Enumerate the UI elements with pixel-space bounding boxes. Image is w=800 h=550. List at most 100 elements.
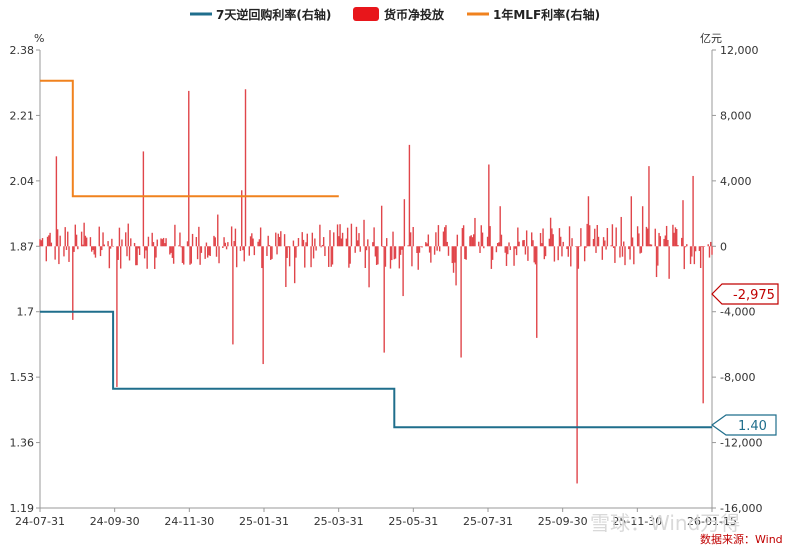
net-injection-bar xyxy=(358,233,360,247)
net-injection-bar xyxy=(699,246,702,268)
net-injection-bar xyxy=(693,246,696,265)
net-injection-bar xyxy=(592,238,595,247)
right-tick-label: -12,000 xyxy=(720,437,762,450)
net-injection-bar xyxy=(195,237,198,247)
net-injection-bar xyxy=(271,246,273,259)
net-injection-bar xyxy=(648,166,650,247)
net-injection-bar xyxy=(135,246,137,266)
net-injection-bar xyxy=(338,236,340,247)
callout-reverse-repo: 1.40 xyxy=(710,414,777,436)
net-injection-bar xyxy=(663,238,665,247)
net-injection-bar xyxy=(177,245,180,247)
net-injection-bar xyxy=(162,237,165,247)
net-injection-bar xyxy=(259,227,262,247)
net-injection-bar xyxy=(90,246,93,252)
net-injection-bar xyxy=(367,239,369,247)
right-axis-ticks: 12,000 8,000 4,000 0 -4,000 -8,000 -12,000 -16,… xyxy=(712,44,762,515)
net-injection-bar xyxy=(270,246,272,260)
net-injection-bar xyxy=(571,238,573,247)
net-injection-bar xyxy=(59,235,61,247)
net-injection-bar xyxy=(558,228,561,247)
net-injection-bar xyxy=(567,246,569,257)
net-injection-bar xyxy=(542,228,544,247)
left-tick-label: 2.38 xyxy=(10,44,35,57)
net-injection-bar xyxy=(664,235,667,247)
net-injection-bar xyxy=(548,238,551,247)
net-injection-bar xyxy=(391,246,393,261)
callout-net-injection-value: -2,975 xyxy=(733,288,775,303)
callout-net-injection: -2,975 xyxy=(711,283,779,305)
net-injection-bar xyxy=(111,238,113,247)
net-injection-bar xyxy=(411,246,413,267)
right-tick-label: -16,000 xyxy=(720,502,762,515)
net-injection-bar xyxy=(623,241,625,247)
net-injection-bar xyxy=(435,232,437,247)
legend-item-net-injection[interactable]: 货币净投放 xyxy=(353,7,445,22)
net-injection-bar xyxy=(562,241,564,247)
net-injection-bar xyxy=(242,246,244,251)
net-injection-bar xyxy=(491,246,494,260)
net-injection-bar xyxy=(504,246,506,253)
net-injection-bar xyxy=(611,224,614,247)
net-injection-bar xyxy=(222,246,224,248)
net-injection-bar xyxy=(672,224,674,247)
net-injection-bar xyxy=(534,246,537,265)
net-injection-bar xyxy=(65,246,68,250)
net-injection-bar xyxy=(112,246,114,247)
net-injection-bar xyxy=(655,246,658,278)
net-injection-bar xyxy=(425,242,427,247)
net-injection-bar xyxy=(188,90,190,247)
net-injection-bar xyxy=(147,236,150,247)
legend-label-mlf: 1年MLF利率(右轴) xyxy=(493,7,600,22)
net-injection-bar xyxy=(349,246,351,264)
x-tick-label: 25-01-31 xyxy=(239,515,289,528)
net-injection-bar xyxy=(399,246,402,255)
net-injection-bar xyxy=(462,225,465,247)
net-injection-bar xyxy=(452,246,455,273)
net-injection-bar xyxy=(181,246,184,263)
net-injection-bar xyxy=(576,246,578,484)
net-injection-bar xyxy=(577,246,580,269)
net-injection-bar xyxy=(384,246,387,267)
net-injection-bar xyxy=(248,246,250,256)
net-injection-bar xyxy=(436,246,438,251)
legend-label-net-injection: 货币净投放 xyxy=(384,7,445,22)
net-injection-bar xyxy=(580,228,582,247)
legend-item-reverse-repo[interactable]: 7天逆回购利率(右轴) xyxy=(190,7,331,22)
net-injection-bar xyxy=(531,232,533,247)
net-injection-bar xyxy=(596,225,598,247)
net-injection-bar xyxy=(227,242,229,247)
net-injection-bar xyxy=(683,246,685,270)
net-injection-bar xyxy=(628,246,630,250)
x-tick-label: 25-07-31 xyxy=(463,515,513,528)
net-injection-bar xyxy=(40,240,42,247)
net-injection-bar xyxy=(586,223,588,247)
net-injection-bar xyxy=(324,246,326,257)
net-injection-bar xyxy=(500,234,503,247)
net-injection-bar xyxy=(315,246,317,251)
net-injection-bar xyxy=(456,234,459,247)
net-injection-bar xyxy=(186,241,189,247)
net-injection-bar xyxy=(125,232,127,247)
callout-box xyxy=(711,283,779,305)
net-injection-bar xyxy=(77,246,79,250)
net-injection-bar xyxy=(615,227,617,247)
net-injection-bar xyxy=(257,241,259,247)
net-injection-bars xyxy=(39,89,713,484)
net-injection-bar xyxy=(350,223,353,247)
net-injection-bar xyxy=(620,216,622,247)
net-injection-bar xyxy=(417,246,419,270)
net-injection-bar xyxy=(444,227,446,247)
net-injection-bar xyxy=(490,246,493,269)
net-injection-bar xyxy=(306,233,308,247)
net-injection-bar xyxy=(136,246,138,266)
legend-item-mlf[interactable]: 1年MLF利率(右轴) xyxy=(467,7,600,22)
legend-label-reverse-repo: 7天逆回购利率(右轴) xyxy=(216,7,331,22)
net-injection-bar xyxy=(108,246,111,269)
net-injection-bar xyxy=(339,224,341,247)
net-injection-bar xyxy=(710,241,712,247)
net-injection-bar xyxy=(297,238,300,247)
net-injection-bar xyxy=(451,246,453,264)
net-injection-bar xyxy=(692,175,694,247)
rate-lines xyxy=(40,79,712,429)
